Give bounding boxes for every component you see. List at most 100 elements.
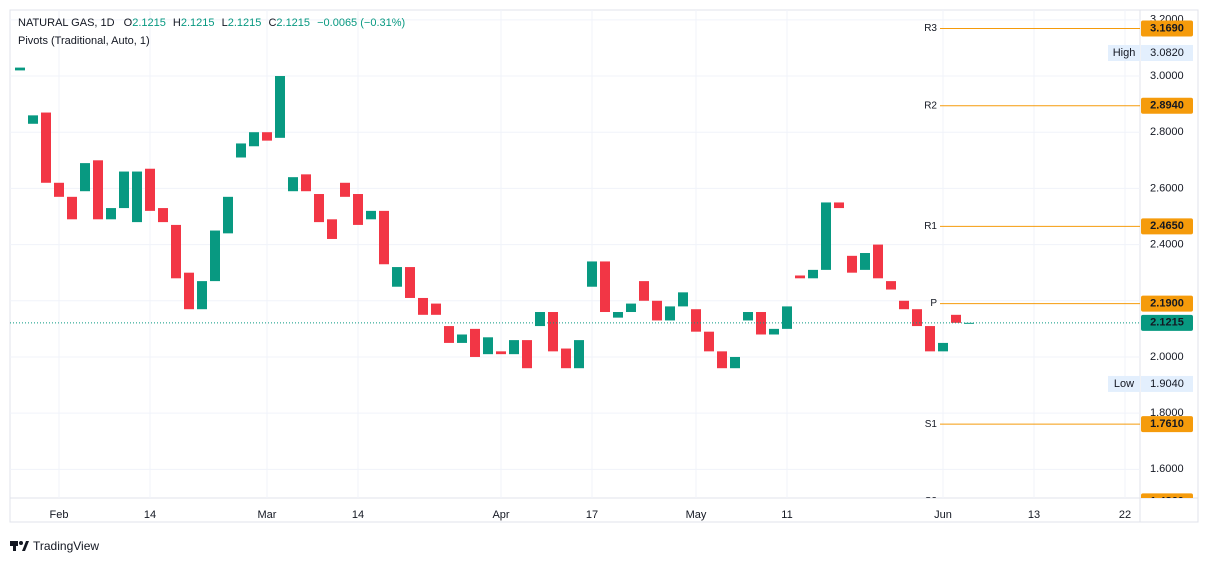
candle-body xyxy=(782,306,792,329)
candle-body xyxy=(717,351,727,369)
y-tick-label: 2.4000 xyxy=(1150,238,1184,250)
candle-body xyxy=(392,267,402,287)
candle-body xyxy=(860,253,870,270)
candle-body xyxy=(951,314,961,323)
pivot-price-label: 2.4650 xyxy=(1150,220,1184,232)
candle-body xyxy=(600,261,610,313)
pivot-price-box xyxy=(1141,20,1193,37)
candle-body xyxy=(574,340,584,369)
candle-body xyxy=(223,196,233,234)
legend-value: 2.1215 xyxy=(181,17,215,29)
candle-body xyxy=(119,171,129,209)
brand-name: TradingView xyxy=(33,539,99,553)
candle-body xyxy=(158,208,168,223)
candle-body xyxy=(184,272,194,310)
candle-body xyxy=(496,351,506,355)
candle-body xyxy=(145,168,155,211)
legend-label: L xyxy=(222,17,228,29)
legend-line: NATURAL GAS, 1D O2.1215 H2.1215 L2.1215 … xyxy=(18,17,405,29)
candle-body xyxy=(483,337,493,355)
candle-body xyxy=(769,328,779,335)
legend-value: 2.1215 xyxy=(132,17,166,29)
candle-body xyxy=(405,267,415,298)
y-tick-label: 2.0000 xyxy=(1150,351,1184,363)
candle-body xyxy=(561,348,571,369)
candle-body xyxy=(236,143,246,158)
indicator-label[interactable]: Pivots (Traditional, Auto, 1) xyxy=(18,35,150,47)
candle-body xyxy=(899,300,909,310)
x-tick-label: Mar xyxy=(258,509,277,521)
candle-body xyxy=(28,115,38,124)
pivot-price-box xyxy=(1141,97,1193,114)
x-tick-label: May xyxy=(686,509,707,521)
x-tick-label: 14 xyxy=(144,509,156,521)
low-price-label: 1.9040 xyxy=(1150,378,1184,390)
candle-body xyxy=(340,182,350,197)
pivot-price-label: 3.1690 xyxy=(1150,22,1184,34)
high-tag-box xyxy=(1108,44,1140,61)
pivot-name: S2 xyxy=(925,496,938,507)
x-tick-label: Apr xyxy=(492,509,509,521)
pivot-name: R2 xyxy=(924,100,937,111)
legend-label: H xyxy=(173,17,181,29)
pivot-name: P xyxy=(930,298,937,309)
candle-body xyxy=(652,300,662,321)
candle-body xyxy=(743,312,753,321)
candle-body xyxy=(847,255,857,273)
candle-body xyxy=(54,182,64,197)
candle-body xyxy=(210,230,220,282)
legend-value: 2.1215 xyxy=(228,17,262,29)
candle-body xyxy=(535,312,545,327)
candle-body xyxy=(353,194,363,225)
brand-logo: TradingView xyxy=(10,539,99,553)
candle-body xyxy=(275,76,285,138)
pivot-price-box xyxy=(1141,416,1193,433)
pivot-name: R1 xyxy=(924,221,937,232)
candle-body xyxy=(379,210,389,265)
candle-body xyxy=(912,309,922,327)
last-price-box xyxy=(1141,314,1193,331)
legend-label: C xyxy=(268,17,276,29)
x-tick-label: Feb xyxy=(50,509,69,521)
grid xyxy=(10,10,1140,498)
pivot-price-box xyxy=(1141,218,1193,235)
legend-change: −0.0065 (−0.31%) xyxy=(317,17,405,29)
candle-body xyxy=(288,177,298,192)
low-tag: Low xyxy=(1114,378,1134,390)
symbol-title: NATURAL GAS, 1D xyxy=(18,17,115,29)
candle-body xyxy=(665,306,675,321)
candle-body xyxy=(730,356,740,369)
candle-body xyxy=(613,312,623,318)
candle-body xyxy=(171,224,181,279)
pivot-price-box xyxy=(1141,493,1193,498)
x-tick-label: Jun xyxy=(934,509,952,521)
candle-body xyxy=(41,112,51,183)
candle-body xyxy=(886,281,896,290)
axes: 1.60001.80002.00002.20002.40002.60002.80… xyxy=(50,14,1184,521)
candle-body xyxy=(106,208,116,220)
pivot-price-label: 2.1900 xyxy=(1150,297,1184,309)
x-tick-label: 13 xyxy=(1028,509,1040,521)
candle-body xyxy=(795,275,805,279)
y-tick-label: 2.8000 xyxy=(1150,126,1184,138)
candle-body xyxy=(704,331,714,352)
candle-body xyxy=(431,303,441,315)
candle-body xyxy=(639,281,649,301)
candle-body xyxy=(249,132,259,147)
candle-body xyxy=(80,163,90,192)
y-tick-label: 3.0000 xyxy=(1150,70,1184,82)
pivot-price-label: 2.8940 xyxy=(1150,100,1184,112)
candle-body xyxy=(925,326,935,352)
pivot-price-box xyxy=(1141,295,1193,312)
candle-body xyxy=(15,67,25,71)
candle-body xyxy=(301,174,311,192)
high-price-box xyxy=(1141,44,1193,61)
candle-body xyxy=(821,202,831,270)
pivot-name: R3 xyxy=(924,23,937,34)
x-tick-label: 22 xyxy=(1119,509,1131,521)
candle-body xyxy=(132,171,142,223)
candle-body xyxy=(522,340,532,369)
candle-body xyxy=(444,326,454,343)
candle-body xyxy=(691,309,701,332)
